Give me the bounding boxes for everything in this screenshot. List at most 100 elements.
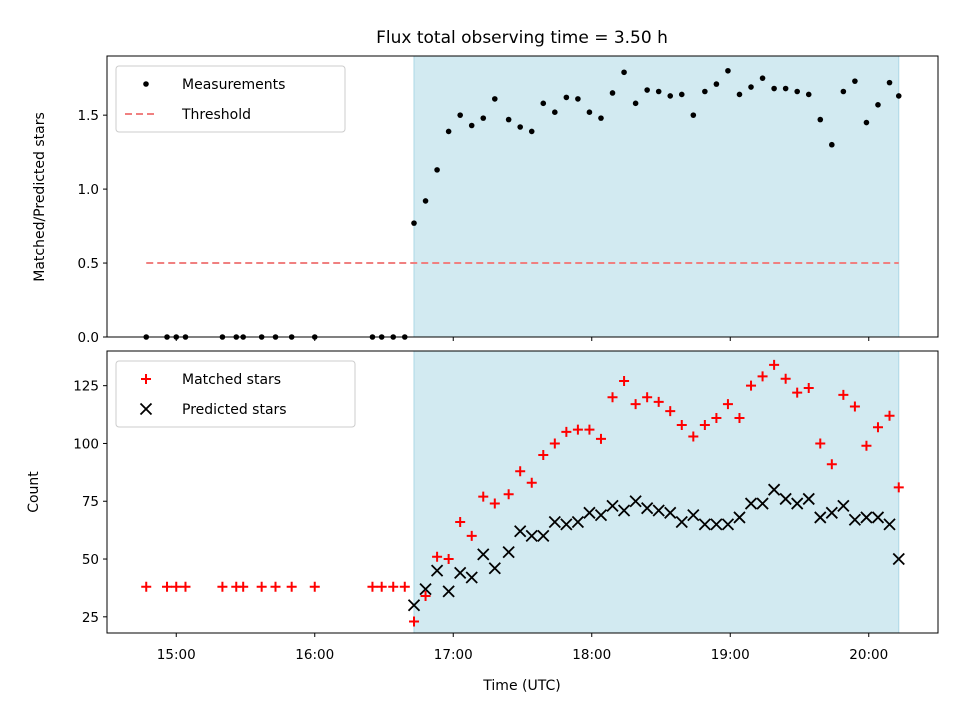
top-y-axis-label: Matched/Predicted stars	[32, 112, 48, 282]
matched-point	[676, 419, 687, 430]
predicted-point	[802, 492, 815, 506]
predicted-point	[488, 562, 501, 575]
ratio-panel: Matched/Predicted stars 0.0 0.5 1.0 1.5 Meas…	[32, 55, 939, 346]
predicted-point	[744, 497, 758, 510]
measurement-point	[563, 94, 570, 101]
measurement-point	[621, 69, 627, 76]
matched-point	[561, 426, 572, 437]
legend-label: Predicted stars	[182, 402, 287, 418]
predicted-point	[465, 571, 478, 584]
predicted-point	[606, 499, 619, 513]
predicted-point	[837, 499, 850, 513]
matched-point	[572, 424, 583, 435]
matched-point	[849, 401, 860, 412]
matched-point	[642, 392, 653, 403]
axes-frame	[106, 350, 939, 634]
predicted-point	[892, 552, 905, 566]
matched-point	[171, 581, 182, 592]
y-tick-label: 0.0	[78, 330, 99, 346]
y-tick-label: 25	[82, 610, 99, 626]
measurement-point	[852, 78, 858, 84]
matched-point	[688, 431, 699, 442]
matched-point	[619, 376, 630, 387]
matched-point	[420, 591, 431, 602]
x-tick-label: 20:00	[849, 647, 888, 663]
matched-point	[270, 581, 281, 592]
predicted-point	[419, 582, 432, 596]
matched-point	[455, 517, 466, 528]
measurement-point	[875, 102, 881, 108]
predicted-point	[641, 502, 654, 515]
matched-point	[595, 433, 606, 444]
predicted-point	[675, 515, 688, 529]
matched-point	[803, 382, 814, 393]
observing-interval	[413, 55, 900, 338]
measurement-point	[655, 88, 662, 95]
predicted-point	[779, 492, 792, 506]
matched-point	[893, 482, 904, 493]
measurement-point	[690, 112, 697, 118]
predicted-point	[629, 495, 642, 508]
legend-measurement-marker	[143, 81, 149, 87]
matched-point	[734, 413, 745, 424]
matched-point	[769, 359, 780, 370]
matched-point	[826, 459, 837, 470]
x-axis-label: Time (UTC)	[482, 678, 560, 694]
predicted-point	[848, 513, 862, 526]
matched-point	[526, 477, 537, 488]
matched-point	[388, 581, 399, 592]
matched-point	[872, 422, 883, 433]
matched-point	[399, 581, 410, 592]
matched-point	[815, 438, 826, 449]
measurement-point	[575, 96, 581, 102]
legend-box	[115, 65, 346, 133]
measurement-point	[434, 167, 440, 173]
measurement-point	[468, 122, 475, 129]
predicted-point	[560, 518, 573, 531]
predicted-point	[860, 511, 873, 524]
y-tick-label: 1.5	[78, 108, 99, 124]
matched-point	[309, 581, 320, 592]
matched-point	[757, 371, 768, 382]
matched-point	[409, 616, 420, 627]
legend: Measurements Threshold	[115, 65, 346, 133]
measurement-point	[598, 115, 604, 121]
series-predicted-stars	[407, 483, 905, 612]
predicted-point	[407, 599, 421, 612]
y-tick-label: 50	[82, 552, 99, 568]
matched-point	[607, 392, 618, 403]
predicted-point	[477, 548, 490, 561]
matched-point	[376, 581, 387, 592]
legend-box	[115, 360, 356, 428]
measurement-point	[702, 88, 708, 95]
predicted-point	[825, 506, 838, 519]
measurement-point	[678, 91, 685, 98]
measurement-point	[586, 109, 593, 115]
x-tick-label: 15:00	[157, 647, 196, 663]
matched-point	[653, 396, 664, 407]
measurement-point	[457, 112, 463, 118]
predicted-point	[871, 511, 885, 524]
predicted-point	[791, 497, 804, 510]
predicted-point	[664, 506, 677, 519]
measurement-point	[713, 81, 720, 87]
matched-point	[162, 581, 173, 592]
matched-point	[256, 581, 267, 592]
matched-point	[884, 410, 895, 421]
x-tick-label: 18:00	[572, 647, 611, 663]
matched-point	[780, 373, 791, 384]
measurement-point	[748, 84, 754, 90]
matched-point	[443, 554, 454, 565]
measurement-point	[528, 128, 535, 135]
measurement-point	[829, 141, 835, 148]
matched-point	[489, 498, 500, 509]
predicted-point	[537, 529, 550, 543]
observing-interval	[413, 350, 900, 634]
predicted-point	[617, 504, 631, 517]
predicted-point	[548, 515, 561, 529]
measurement-point	[863, 119, 870, 126]
predicted-point	[756, 497, 769, 510]
matched-point	[699, 419, 710, 430]
predicted-point	[442, 585, 455, 598]
y-tick-label: 75	[82, 494, 99, 510]
